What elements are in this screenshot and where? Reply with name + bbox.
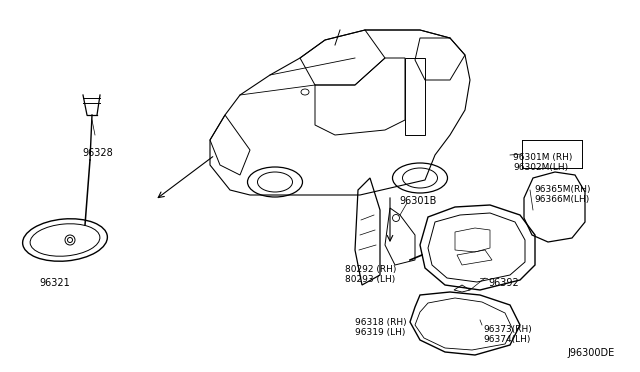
Text: 96321: 96321 [40,278,70,288]
Text: 96301B: 96301B [399,196,436,206]
Text: 96365M(RH)
96366M(LH): 96365M(RH) 96366M(LH) [534,185,591,204]
Text: 96373(RH)
96374(LH): 96373(RH) 96374(LH) [483,325,532,344]
Text: 80292 (RH)
80293 (LH): 80292 (RH) 80293 (LH) [345,265,396,285]
Text: 96301M (RH)
96302M(LH): 96301M (RH) 96302M(LH) [513,153,572,172]
Text: 96328: 96328 [83,148,113,158]
Text: 96318 (RH)
96319 (LH): 96318 (RH) 96319 (LH) [355,318,406,337]
Text: 96392: 96392 [488,278,519,288]
Text: J96300DE: J96300DE [568,348,615,358]
